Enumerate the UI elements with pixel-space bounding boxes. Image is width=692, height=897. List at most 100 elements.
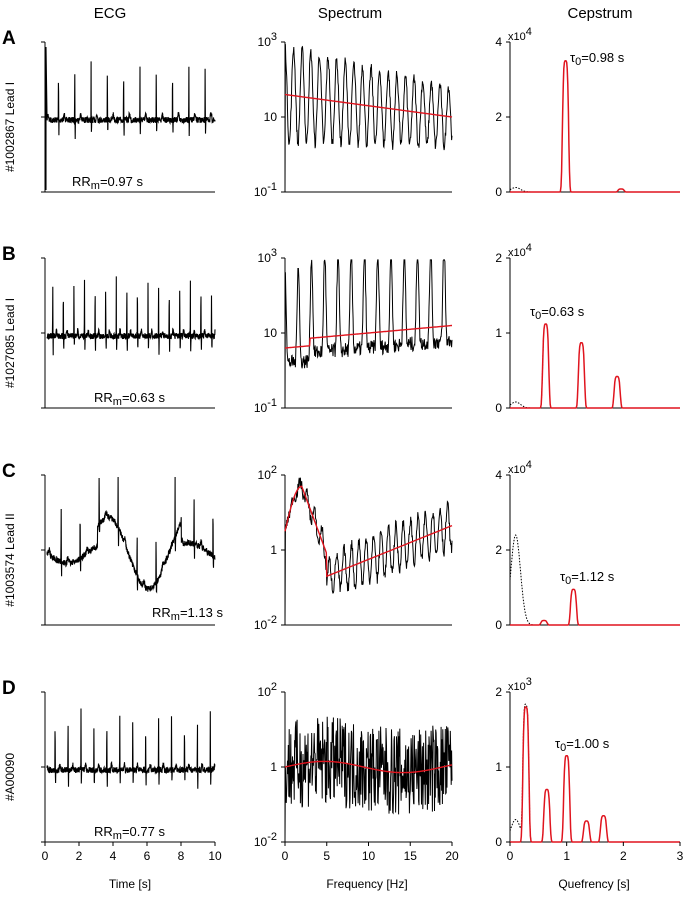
tick-base: 10 bbox=[254, 835, 268, 849]
tau-subscript: 0 bbox=[535, 310, 541, 322]
scale-base: x10 bbox=[508, 31, 526, 43]
rr-annotation: RRm=0.97 s bbox=[72, 174, 143, 192]
tau-symbol: τ bbox=[560, 569, 566, 584]
x-tick-label-ecg: 10 bbox=[208, 849, 222, 863]
record-label: #1027085 Lead I bbox=[3, 298, 17, 388]
spectrum-y-tick-label: 10 bbox=[264, 326, 278, 340]
tau-symbol: τ bbox=[555, 736, 561, 751]
x-tick-label-spectrum: 10 bbox=[362, 849, 376, 863]
smoothed-spectrum-trace bbox=[284, 760, 453, 774]
tick-base: 1 bbox=[270, 543, 277, 557]
tau-symbol: τ bbox=[530, 304, 536, 319]
cepstrum-trace bbox=[510, 323, 680, 409]
cepstrum-y-tick-label: 2 bbox=[495, 543, 502, 557]
panel-letter: A bbox=[2, 28, 16, 49]
rr-subscript: m bbox=[113, 830, 122, 842]
scale-base: x10 bbox=[508, 681, 526, 693]
x-tick-label-cepstrum: 1 bbox=[563, 849, 570, 863]
cepstrum-scale: x104 bbox=[508, 459, 532, 476]
record-id: #1002867 bbox=[3, 118, 17, 172]
tick-exponent: -2 bbox=[267, 614, 277, 626]
spectrum-y-tick-label: 102 bbox=[258, 464, 277, 482]
x-tick-label-spectrum: 0 bbox=[282, 849, 289, 863]
cepstrum-y-tick-label: 2 bbox=[495, 685, 502, 699]
tick-base: 10 bbox=[254, 401, 268, 415]
record-id: #1003574 bbox=[3, 553, 17, 607]
ecg-trace bbox=[46, 708, 216, 789]
spectrum-trace bbox=[284, 477, 453, 624]
tick-exponent: 2 bbox=[271, 464, 277, 476]
tick-exponent: -2 bbox=[267, 831, 277, 843]
tau-annotation: τ0=0.98 s bbox=[570, 50, 625, 68]
record-label: #1003574 Lead II bbox=[3, 513, 17, 606]
tau-subscript: 0 bbox=[575, 56, 581, 68]
lead-name: Lead I bbox=[3, 298, 17, 331]
x-tick-label-cepstrum: 3 bbox=[677, 849, 684, 863]
rr-annotation: RRm=0.63 s bbox=[94, 390, 165, 408]
tick-base: 10 bbox=[258, 35, 272, 49]
tick-exponent: 3 bbox=[271, 247, 277, 259]
cepstrum-y-tick-label: 0 bbox=[495, 618, 502, 632]
spectrum-y-tick-label: 1 bbox=[270, 760, 277, 774]
tau-annotation: τ0=1.00 s bbox=[555, 736, 610, 754]
rr-annotation: RRm=1.13 s bbox=[152, 605, 223, 623]
cepstrum-trace bbox=[510, 588, 680, 626]
ecg-trace bbox=[45, 46, 216, 190]
x-label-ecg: Time [s] bbox=[109, 877, 151, 891]
spectrum-y-tick-label: 10-2 bbox=[254, 831, 277, 849]
tick-base: 10 bbox=[264, 326, 278, 340]
tau-value: =1.12 s bbox=[571, 569, 615, 584]
column-title-cepstrum: Cepstrum bbox=[567, 5, 632, 22]
cepstrum-y-tick-label: 1 bbox=[495, 326, 502, 340]
scale-exponent: 4 bbox=[526, 242, 532, 254]
tau-subscript: 0 bbox=[565, 575, 571, 587]
cepstrum-scale: x104 bbox=[508, 242, 532, 259]
x-tick-label-ecg: 2 bbox=[76, 849, 83, 863]
tick-base: 10 bbox=[258, 251, 272, 265]
lead-name: Lead I bbox=[3, 82, 17, 115]
column-title-spectrum: Spectrum bbox=[318, 5, 382, 22]
cepstrum-y-tick-label: 0 bbox=[495, 835, 502, 849]
rr-label: RR bbox=[152, 605, 171, 620]
spectrum-trace bbox=[284, 259, 453, 407]
tau-value: =0.63 s bbox=[541, 304, 585, 319]
x-tick-label-ecg: 6 bbox=[144, 849, 151, 863]
rr-value: =0.77 s bbox=[122, 824, 166, 839]
x-tick-label-ecg: 0 bbox=[42, 849, 49, 863]
cepstrum-y-tick-label: 2 bbox=[495, 110, 502, 124]
x-tick-label-cepstrum: 0 bbox=[507, 849, 514, 863]
x-tick-label-spectrum: 20 bbox=[445, 849, 459, 863]
raw-cepstrum-trace bbox=[509, 339, 544, 409]
cepstrum-trace bbox=[510, 706, 680, 843]
tick-exponent: 3 bbox=[271, 31, 277, 43]
cepstrum-y-tick-label: 4 bbox=[495, 468, 502, 482]
scale-exponent: 3 bbox=[526, 676, 532, 688]
x-tick-label-spectrum: 5 bbox=[323, 849, 330, 863]
tick-exponent: 2 bbox=[271, 681, 277, 693]
x-label-cepstrum: Quefrency [s] bbox=[558, 877, 629, 891]
record-label: #A00090 bbox=[3, 753, 17, 801]
cepstrum-y-tick-label: 4 bbox=[495, 35, 502, 49]
scale-base: x10 bbox=[508, 464, 526, 476]
smoothed-spectrum-trace bbox=[285, 324, 452, 349]
ecg-trace bbox=[46, 476, 216, 594]
tau-subscript: 0 bbox=[560, 742, 566, 754]
raw-cepstrum-trace bbox=[509, 703, 544, 843]
lead-name: Lead II bbox=[3, 513, 17, 550]
rr-subscript: m bbox=[91, 180, 100, 192]
record-label: #1002867 Lead I bbox=[3, 82, 17, 172]
spectrum-trace bbox=[284, 716, 453, 841]
cepstrum-scale: x103 bbox=[508, 676, 532, 693]
scale-exponent: 4 bbox=[526, 26, 532, 38]
tick-exponent: -1 bbox=[267, 397, 277, 409]
tick-base: 10 bbox=[254, 618, 268, 632]
ecg-trace bbox=[46, 276, 216, 356]
scale-exponent: 4 bbox=[526, 459, 532, 471]
raw-cepstrum-trace bbox=[509, 534, 544, 626]
tau-annotation: τ0=0.63 s bbox=[530, 304, 585, 322]
tick-base: 10 bbox=[254, 185, 268, 199]
